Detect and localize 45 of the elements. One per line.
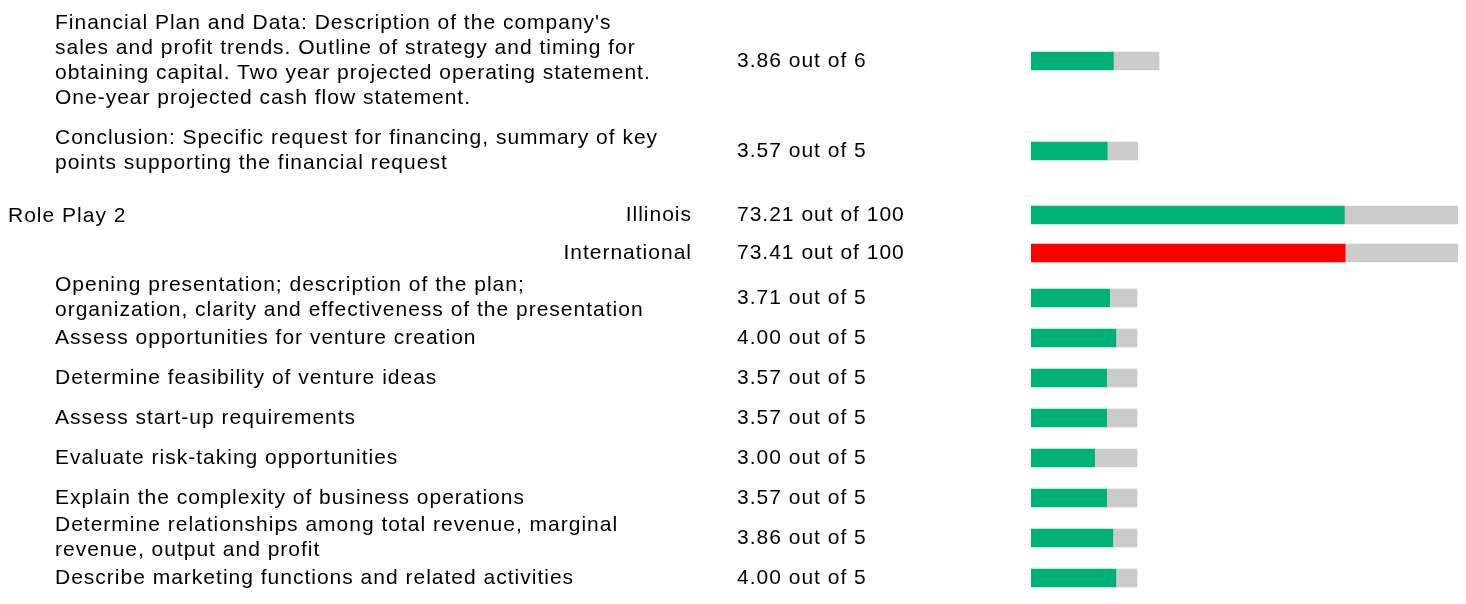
y-tick-label: Illinois: [625, 201, 692, 225]
bar: [1106, 141, 1138, 161]
y-tick-label: Conclusion: Specific request for financing, summary of key points supporting the financial request: [55, 125, 659, 174]
bar: [1106, 488, 1138, 508]
bar: [1031, 368, 1108, 388]
y-tick-label: Assess opportunities for venture creation: [55, 324, 477, 348]
bar: [1031, 328, 1117, 348]
y-tick-label: Financial Plan and Data: Description of the company's sales and profit trends. Outline of strategy and timing for obtaining capital. Two year projected operating statement. One-year projected cash flow statement.: [55, 10, 651, 109]
bar: [1113, 51, 1160, 71]
bar: [1031, 141, 1108, 161]
data-label: 4.00 out of 5: [737, 324, 867, 348]
data-label: 4.00 out of 5: [737, 564, 867, 588]
bar: [1031, 488, 1108, 508]
y-tick-label: Determine relationships among total revenue, marginal revenue, output and profit: [55, 512, 619, 561]
y-tick-label: Determine feasibility of venture ideas: [55, 364, 438, 388]
bar: [1115, 568, 1138, 588]
bar: [1109, 288, 1138, 308]
data-label: 3.57 out of 5: [737, 484, 867, 508]
bar: [1094, 448, 1138, 468]
bar: [1031, 568, 1117, 588]
bar: [1031, 51, 1114, 71]
bar: [1031, 288, 1110, 308]
bar: [1115, 328, 1138, 348]
y-tick-label: Evaluate risk-taking opportunities: [55, 444, 399, 468]
data-label: 3.86 out of 6: [737, 47, 867, 71]
bar: [1106, 408, 1138, 428]
data-label: 3.86 out of 5: [737, 524, 867, 548]
data-label: 73.21 out of 100: [737, 201, 905, 225]
y-tick-label: International: [563, 239, 692, 263]
bar: [1031, 448, 1095, 468]
y-tick-label: Describe marketing functions and related activities: [55, 564, 575, 588]
data-label: 73.41 out of 100: [737, 239, 905, 263]
data-label: 3.00 out of 5: [737, 444, 867, 468]
bar: [1106, 368, 1138, 388]
bar: [1031, 528, 1114, 548]
data-label: 3.71 out of 5: [737, 284, 867, 308]
bar: [1112, 528, 1138, 548]
data-label: 3.57 out of 5: [737, 137, 867, 161]
y-axis-title: Role Play 2: [8, 203, 127, 227]
y-tick-label: Explain the complexity of business operations: [55, 484, 525, 508]
bar: [1031, 408, 1108, 428]
y-tick-label: Assess start-up requirements: [55, 404, 357, 428]
data-label: 3.57 out of 5: [737, 404, 867, 428]
data-label: 3.57 out of 5: [737, 364, 867, 388]
y-tick-label: Opening presentation; description of the plan; organization, clarity and effectiveness of the presentation: [55, 272, 644, 321]
